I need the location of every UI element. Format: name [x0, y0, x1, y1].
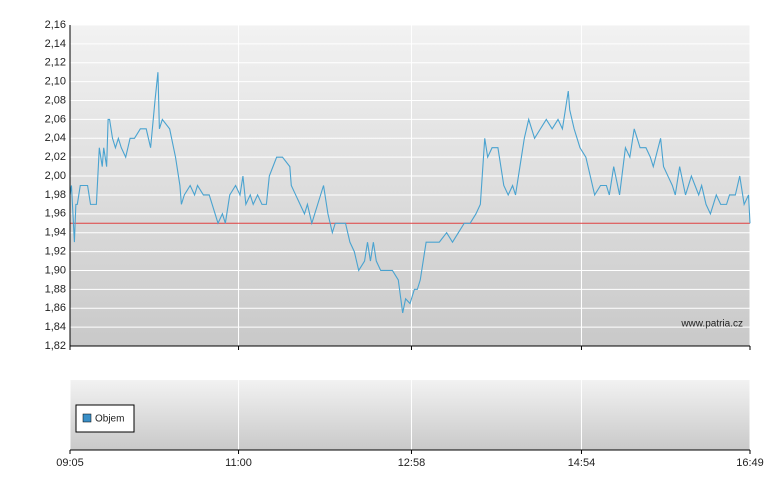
y-tick-label: 1,98: [45, 189, 66, 201]
x-tick-label: 11:00: [225, 457, 252, 469]
x-tick-label: 12:58: [398, 457, 426, 469]
y-tick-label: 1,88: [45, 283, 66, 295]
x-tick-label: 09:05: [56, 457, 84, 469]
y-tick-label: 2,08: [45, 94, 66, 106]
y-tick-label: 2,10: [45, 76, 66, 88]
x-tick-label: 16:49: [736, 457, 764, 469]
y-tick-label: 2,06: [45, 113, 66, 125]
legend-label: Objem: [95, 414, 124, 425]
y-tick-label: 1,84: [45, 321, 66, 333]
plot-area: [70, 25, 750, 346]
price-line: [69, 72, 751, 314]
y-tick-label: 1,96: [45, 208, 66, 220]
volume-panel: [70, 380, 750, 450]
y-tick-label: 2,14: [45, 38, 66, 50]
y-tick-label: 1,94: [45, 227, 66, 239]
y-tick-label: 2,02: [45, 151, 66, 163]
y-tick-label: 2,04: [45, 132, 66, 144]
y-tick-label: 1,92: [45, 245, 66, 257]
y-tick-label: 2,16: [45, 19, 66, 31]
legend-swatch: [82, 413, 92, 423]
y-tick-label: 1,86: [45, 302, 66, 314]
x-tick-label: 14:54: [568, 457, 596, 469]
y-tick-label: 1,90: [45, 264, 66, 276]
watermark: www.patria.cz: [680, 319, 743, 330]
y-tick-label: 2,12: [45, 57, 66, 69]
y-tick-label: 2,00: [45, 170, 66, 182]
y-tick-label: 1,82: [45, 340, 66, 352]
